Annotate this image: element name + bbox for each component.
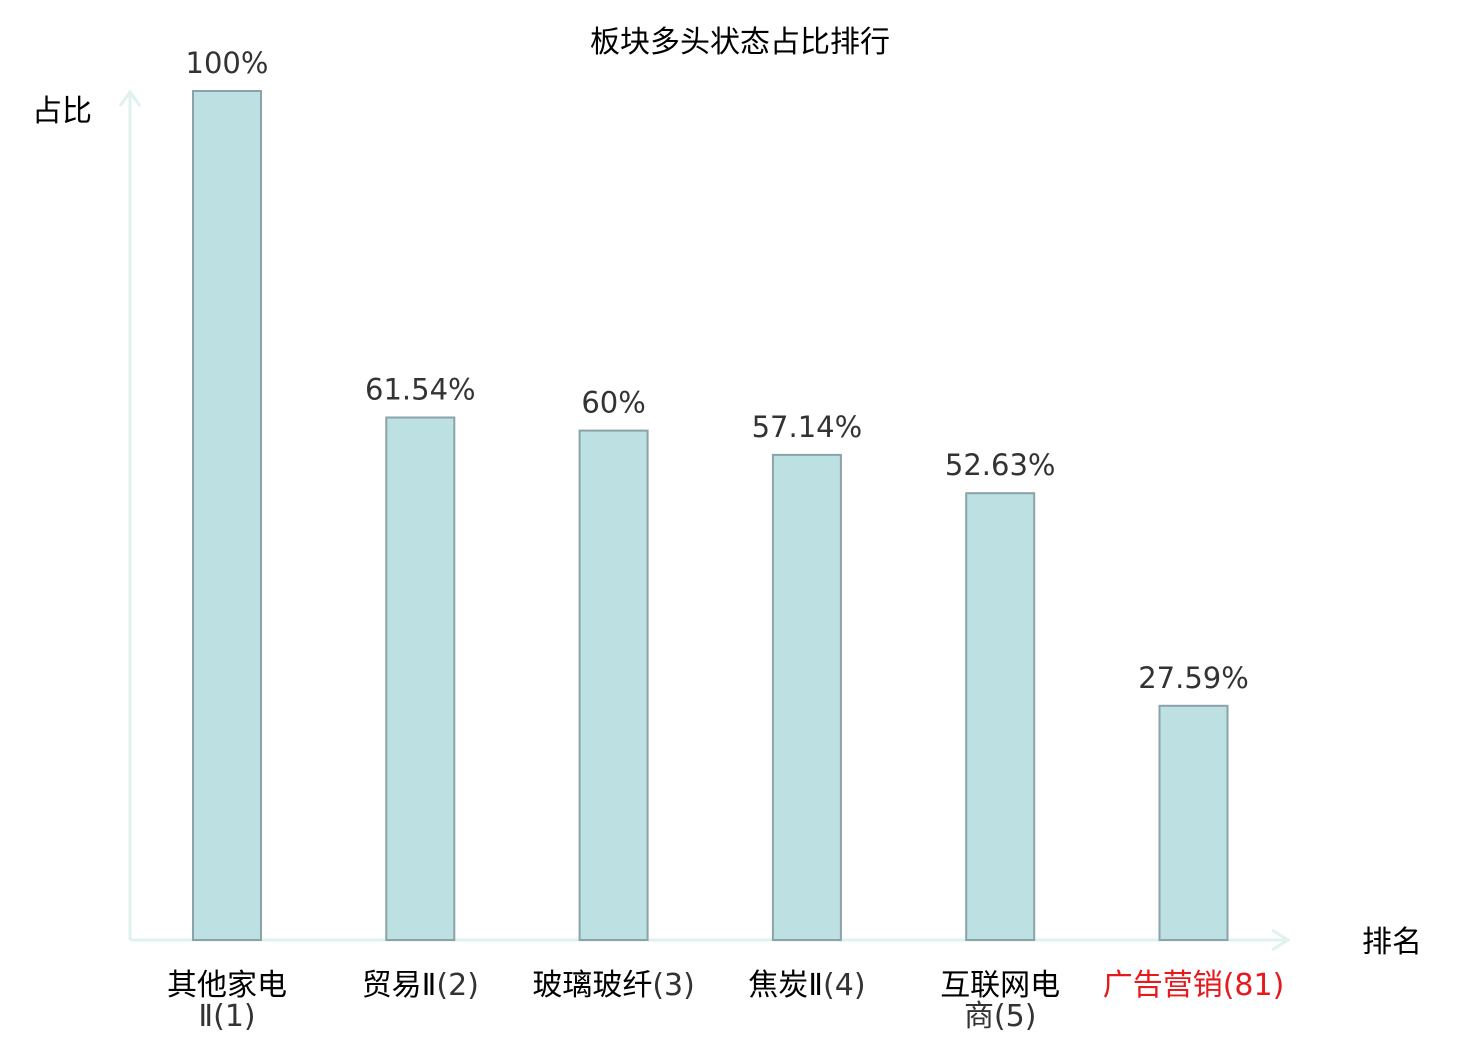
category-name-2: 贸易Ⅱ: [362, 968, 437, 1003]
bar-4: [771, 453, 842, 941]
category-name-1: 其他家电: [167, 968, 287, 1003]
category-label-2: 贸易Ⅱ(2): [362, 968, 479, 1003]
category-label-4: 焦炭Ⅱ(4): [748, 968, 865, 1003]
bars-layer: [192, 90, 1229, 941]
bar-3: [578, 429, 649, 941]
chart-title: 板块多头状态占比排行: [590, 25, 890, 60]
category-name-6: 广告营销: [1103, 968, 1223, 1003]
y-axis-label: 占比: [32, 94, 92, 129]
bar-5: [965, 492, 1036, 941]
value-label-1: 100%: [186, 46, 269, 80]
category-rank-3: (3): [652, 968, 695, 1003]
y-axis-arrow: [118, 89, 142, 107]
x-axis-label: 排名: [1362, 925, 1422, 960]
bar-6: [1158, 704, 1229, 941]
category-rank-4: (4): [823, 968, 866, 1003]
category-rank-6: (81): [1223, 968, 1285, 1003]
category-label-6: 广告营销(81): [1103, 968, 1285, 1003]
category-rank-1: Ⅱ(1): [198, 999, 255, 1034]
category-rank-2: (2): [436, 968, 479, 1003]
category-label-3: 玻璃玻纤(3): [532, 968, 695, 1003]
value-label-6: 27.59%: [1138, 661, 1249, 695]
value-label-3: 60%: [581, 386, 645, 420]
category-name-5: 互联网电: [940, 968, 1060, 1003]
bar-2: [385, 416, 456, 941]
value-label-5: 52.63%: [945, 448, 1056, 482]
category-name-4: 焦炭Ⅱ: [748, 968, 823, 1003]
bar-1: [192, 90, 262, 941]
value-label-2: 61.54%: [365, 373, 476, 407]
x-axis-arrow: [1271, 928, 1291, 952]
category-name-3: 玻璃玻纤: [532, 968, 652, 1003]
value-label-4: 57.14%: [752, 410, 863, 444]
category-rank-5: 商(5): [964, 999, 1037, 1034]
